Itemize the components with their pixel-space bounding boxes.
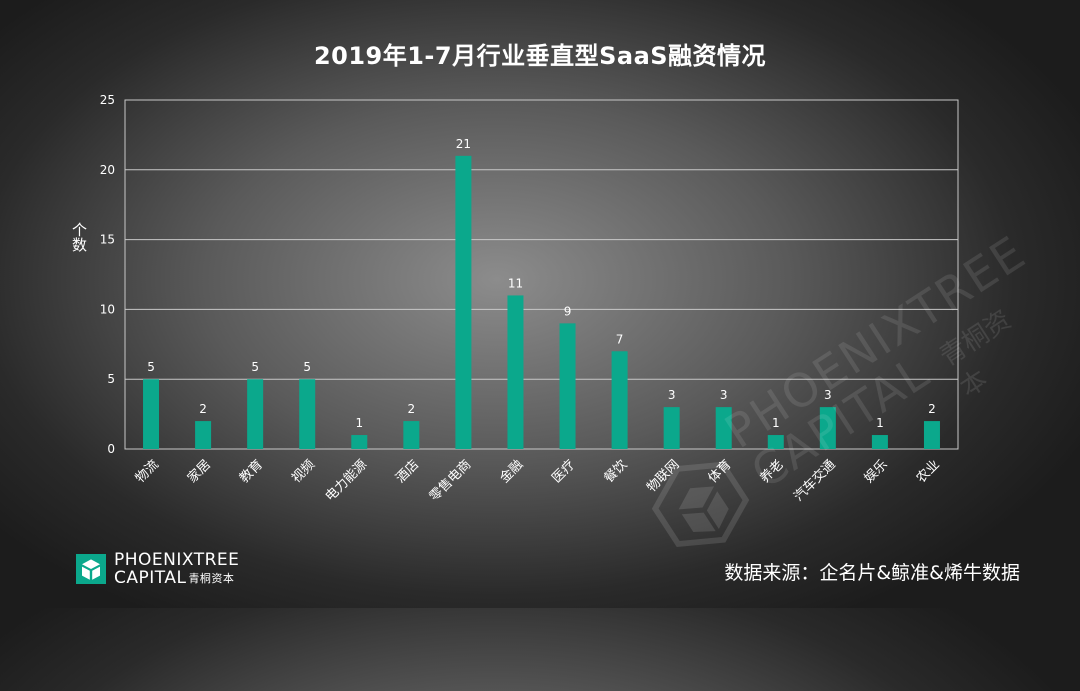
data-label: 2: [199, 402, 207, 416]
bar: [507, 295, 524, 449]
bar: [663, 407, 680, 449]
y-tick-label: 25: [100, 93, 115, 107]
bar: [195, 421, 212, 449]
data-label: 1: [772, 416, 780, 430]
bar: [715, 407, 732, 449]
data-label: 9: [564, 304, 572, 318]
y-tick-label: 20: [100, 163, 115, 177]
x-tick-label: 体育: [705, 457, 735, 487]
bar: [247, 379, 264, 449]
x-tick-label: 娱乐: [862, 457, 891, 486]
data-label: 11: [508, 276, 523, 290]
x-tick-label: 教育: [236, 457, 266, 487]
logo-text-capital: CAPITAL: [114, 568, 187, 588]
x-tick-label: 物联网: [644, 457, 682, 495]
logo-text-line2: CAPITAL 青桐资本: [114, 568, 234, 588]
x-tick-label: 农业: [914, 457, 943, 486]
data-label: 1: [876, 416, 884, 430]
phoenixtree-cube-icon: [76, 554, 106, 584]
y-tick-label: 15: [100, 233, 115, 247]
x-tick-label: 金融: [497, 457, 527, 487]
data-label: 5: [147, 360, 155, 374]
bar: [819, 407, 836, 449]
bar: [299, 379, 316, 449]
x-tick-label: 酒店: [393, 457, 422, 486]
x-tick-label: 视频: [289, 457, 318, 486]
bar: [403, 421, 420, 449]
phoenixtree-logo: PHOENIXTREE CAPITAL 青桐资本: [76, 550, 276, 592]
bar: [559, 323, 576, 449]
x-tick-label: 电力能源: [323, 457, 370, 504]
data-label: 5: [251, 360, 259, 374]
data-label: 5: [303, 360, 311, 374]
y-tick-label: 5: [107, 372, 115, 386]
bar: [611, 351, 628, 449]
data-label: 3: [668, 388, 676, 402]
bar: [923, 421, 940, 449]
bar: [143, 379, 160, 449]
data-label: 7: [616, 332, 624, 346]
logo-text-line1: PHOENIXTREE: [114, 550, 240, 570]
x-tick-label: 物流: [133, 457, 162, 486]
y-axis-label: 个数: [70, 222, 88, 252]
y-tick-label: 0: [107, 442, 115, 456]
chart-title: 2019年1-7月行业垂直型SaaS融资情况: [313, 42, 767, 70]
x-tick-label: 医疗: [549, 457, 578, 486]
bar: [871, 435, 888, 449]
bar: [351, 435, 368, 449]
x-tick-label: 汽车交通: [791, 457, 839, 505]
x-tick-label: 餐饮: [601, 457, 631, 487]
data-label: 1: [355, 416, 363, 430]
x-tick-label: 零售电商: [426, 457, 474, 505]
bar: [767, 435, 784, 449]
data-label: 3: [720, 388, 728, 402]
data-source-note: 数据来源：企名片&鲸准&烯牛数据: [724, 562, 1020, 584]
data-label: 2: [408, 402, 416, 416]
y-tick-label: 10: [100, 302, 115, 316]
x-tick-label: 家居: [184, 457, 214, 487]
x-tick-label: 养老: [757, 457, 787, 487]
plot-area-frame: [124, 99, 959, 450]
data-label: 3: [824, 388, 832, 402]
data-label: 2: [928, 402, 936, 416]
bar-chart: 05101520255物流2家居5教育5视频1电力能源2酒店21零售电商11金融…: [100, 93, 959, 505]
data-label: 21: [456, 137, 471, 151]
bar: [455, 155, 472, 449]
logo-text-cn: 青桐资本: [188, 572, 235, 585]
